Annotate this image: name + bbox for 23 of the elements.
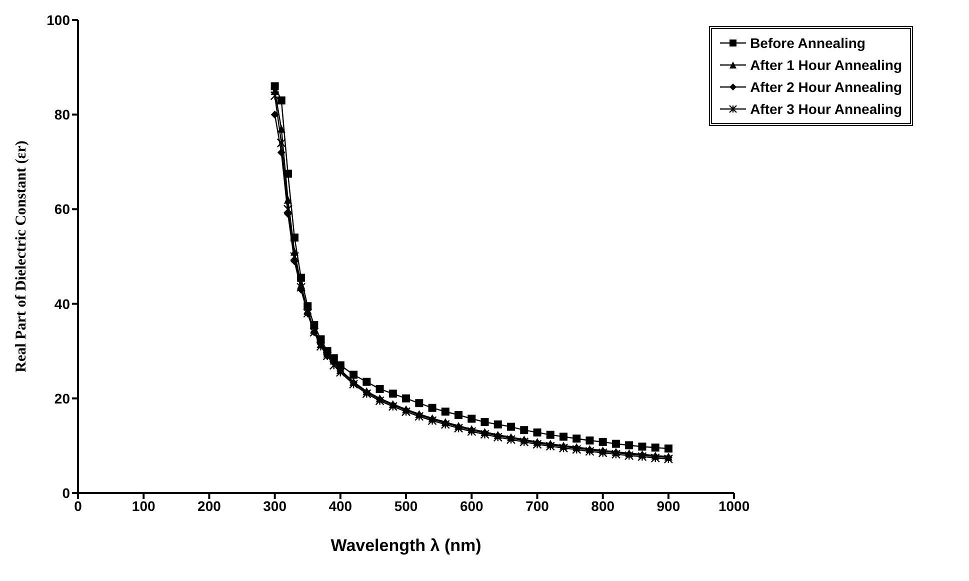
x-tick-label: 500	[394, 498, 418, 514]
y-tick-label: 40	[54, 296, 70, 312]
x-tick-label: 800	[591, 498, 615, 514]
y-tick-label: 100	[46, 12, 70, 28]
y-tick-label: 0	[62, 484, 70, 501]
x-tick-label: 1000	[718, 498, 750, 514]
x-tick-label: 100	[132, 498, 156, 514]
x-axis-title: Wavelength λ (nm)	[330, 536, 482, 555]
legend-label: After 2 Hour Annealing	[750, 79, 902, 95]
x-tick-label: 200	[198, 498, 222, 514]
x-tick-label: 900	[656, 498, 680, 514]
y-tick-label: 20	[54, 390, 70, 406]
x-tick-label: 700	[526, 498, 550, 514]
y-tick-label: 80	[54, 106, 70, 123]
y-axis-title: Real Part of Dielectric Constant (εr)	[13, 140, 30, 372]
x-tick-label: 0	[74, 498, 82, 514]
y-tick-label: 60	[54, 201, 70, 218]
legend-label: After 1 Hour Annealing	[750, 57, 902, 73]
x-tick-label: 400	[328, 498, 352, 514]
legend-label: Before Annealing	[750, 35, 866, 51]
x-tick-label: 300	[263, 498, 287, 514]
legend-label: After 3 Hour Annealing	[750, 101, 902, 117]
x-tick-label: 600	[460, 498, 484, 514]
